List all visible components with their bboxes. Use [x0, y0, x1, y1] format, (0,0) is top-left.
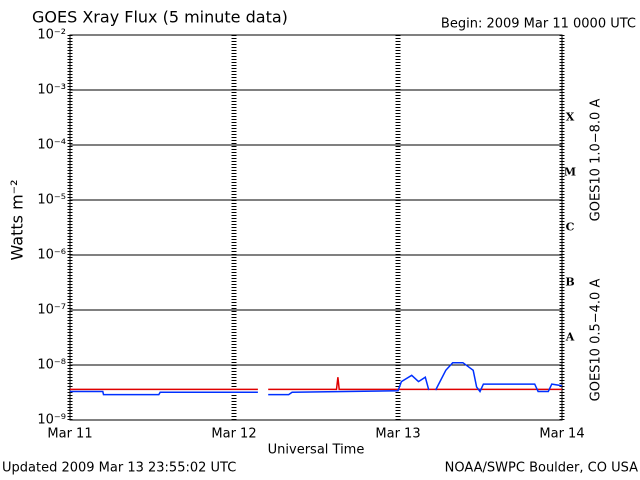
flare-class-label: M — [564, 166, 576, 179]
y-tick-label: 10⁻⁹ — [37, 413, 66, 428]
flare-class-label: A — [565, 331, 575, 344]
footer-left: Updated 2009 Mar 13 23:55:02 UTC — [2, 461, 236, 476]
y-axis-label: Watts m⁻² — [8, 179, 27, 260]
x-tick-label: Mar 12 — [211, 427, 256, 442]
chart-subtitle: Begin: 2009 Mar 11 0000 UTC — [441, 17, 636, 32]
legend-entry: GOES10 1.0−8.0 A — [589, 99, 604, 222]
y-tick-label: 10⁻⁵ — [37, 193, 66, 208]
y-tick-label: 10⁻⁴ — [37, 138, 66, 153]
y-tick-label: 10⁻⁶ — [37, 248, 66, 263]
chart-title: GOES Xray Flux (5 minute data) — [32, 8, 288, 27]
x-tick-label: Mar 13 — [375, 427, 420, 442]
y-tick-label: 10⁻³ — [37, 83, 66, 98]
legend-entry: GOES10 0.5−4.0 A — [589, 279, 604, 402]
footer-right: NOAA/SWPC Boulder, CO USA — [445, 461, 638, 476]
y-tick-label: 10⁻² — [37, 28, 66, 43]
x-tick-label: Mar 14 — [539, 427, 584, 442]
x-tick-label: Mar 11 — [47, 427, 92, 442]
x-axis-label: Universal Time — [268, 443, 365, 458]
plot-frame — [69, 34, 563, 421]
flare-class-label: B — [565, 276, 574, 289]
data-line — [70, 361, 563, 396]
flare-class-label: X — [566, 111, 575, 124]
data-line — [70, 377, 562, 391]
y-tick-label: 10⁻⁸ — [37, 358, 66, 373]
flare-class-label: C — [566, 221, 575, 234]
y-tick-label: 10⁻⁷ — [37, 303, 66, 318]
